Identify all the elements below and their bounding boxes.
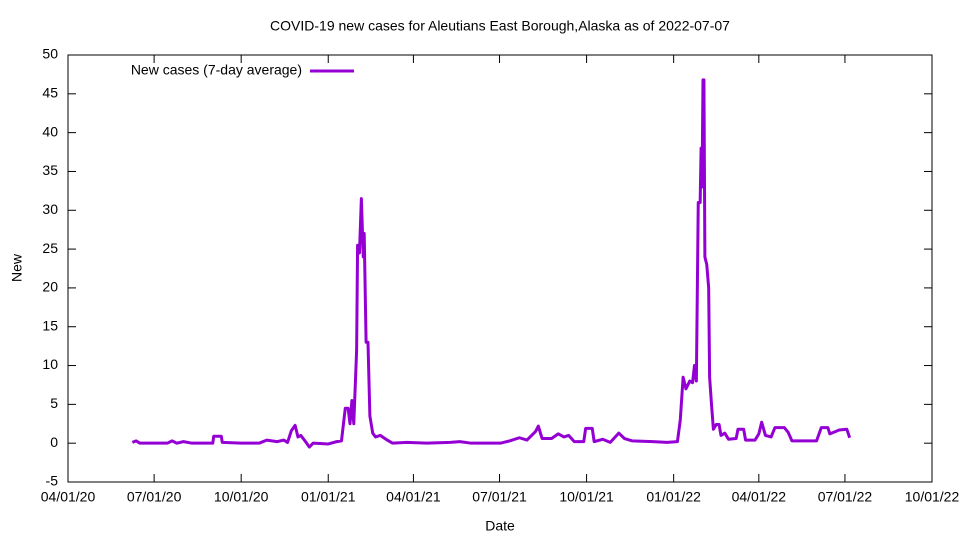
x-tick-label: 10/01/21: [559, 489, 614, 505]
y-tick-label: 15: [42, 317, 58, 333]
x-tick-label: 04/01/20: [41, 489, 96, 505]
x-tick-label: 07/01/21: [472, 489, 527, 505]
y-tick-label: 10: [42, 356, 58, 372]
plot-frame: [67, 54, 933, 483]
x-tick-label: 04/01/21: [386, 489, 441, 505]
x-tick-label: 01/01/22: [646, 489, 701, 505]
x-axis-label: Date: [485, 518, 515, 534]
y-tick-label: -5: [46, 473, 59, 489]
y-tick-label: 50: [42, 46, 58, 62]
y-tick-label: 25: [42, 240, 58, 256]
x-tick-label: 07/01/22: [818, 489, 873, 505]
legend-label: New cases (7-day average): [131, 62, 302, 78]
x-tick-label: 07/01/20: [127, 489, 182, 505]
y-tick-label: 5: [50, 395, 58, 411]
y-tick-label: 45: [42, 85, 58, 101]
y-tick-label: 30: [42, 201, 58, 217]
x-tick-label: 04/01/22: [732, 489, 787, 505]
x-tick-label: 10/01/22: [905, 489, 960, 505]
x-tick-label: 01/01/21: [301, 489, 356, 505]
data-line: [131, 78, 852, 449]
y-tick-label: 0: [50, 434, 58, 450]
y-tick-label: 35: [42, 162, 58, 178]
y-tick-label: 40: [42, 123, 58, 139]
y-axis-label: New: [9, 253, 25, 282]
y-tick-label: 20: [42, 279, 58, 295]
chart-title: COVID-19 new cases for Aleutians East Bo…: [270, 18, 730, 34]
x-tick-label: 10/01/20: [214, 489, 269, 505]
